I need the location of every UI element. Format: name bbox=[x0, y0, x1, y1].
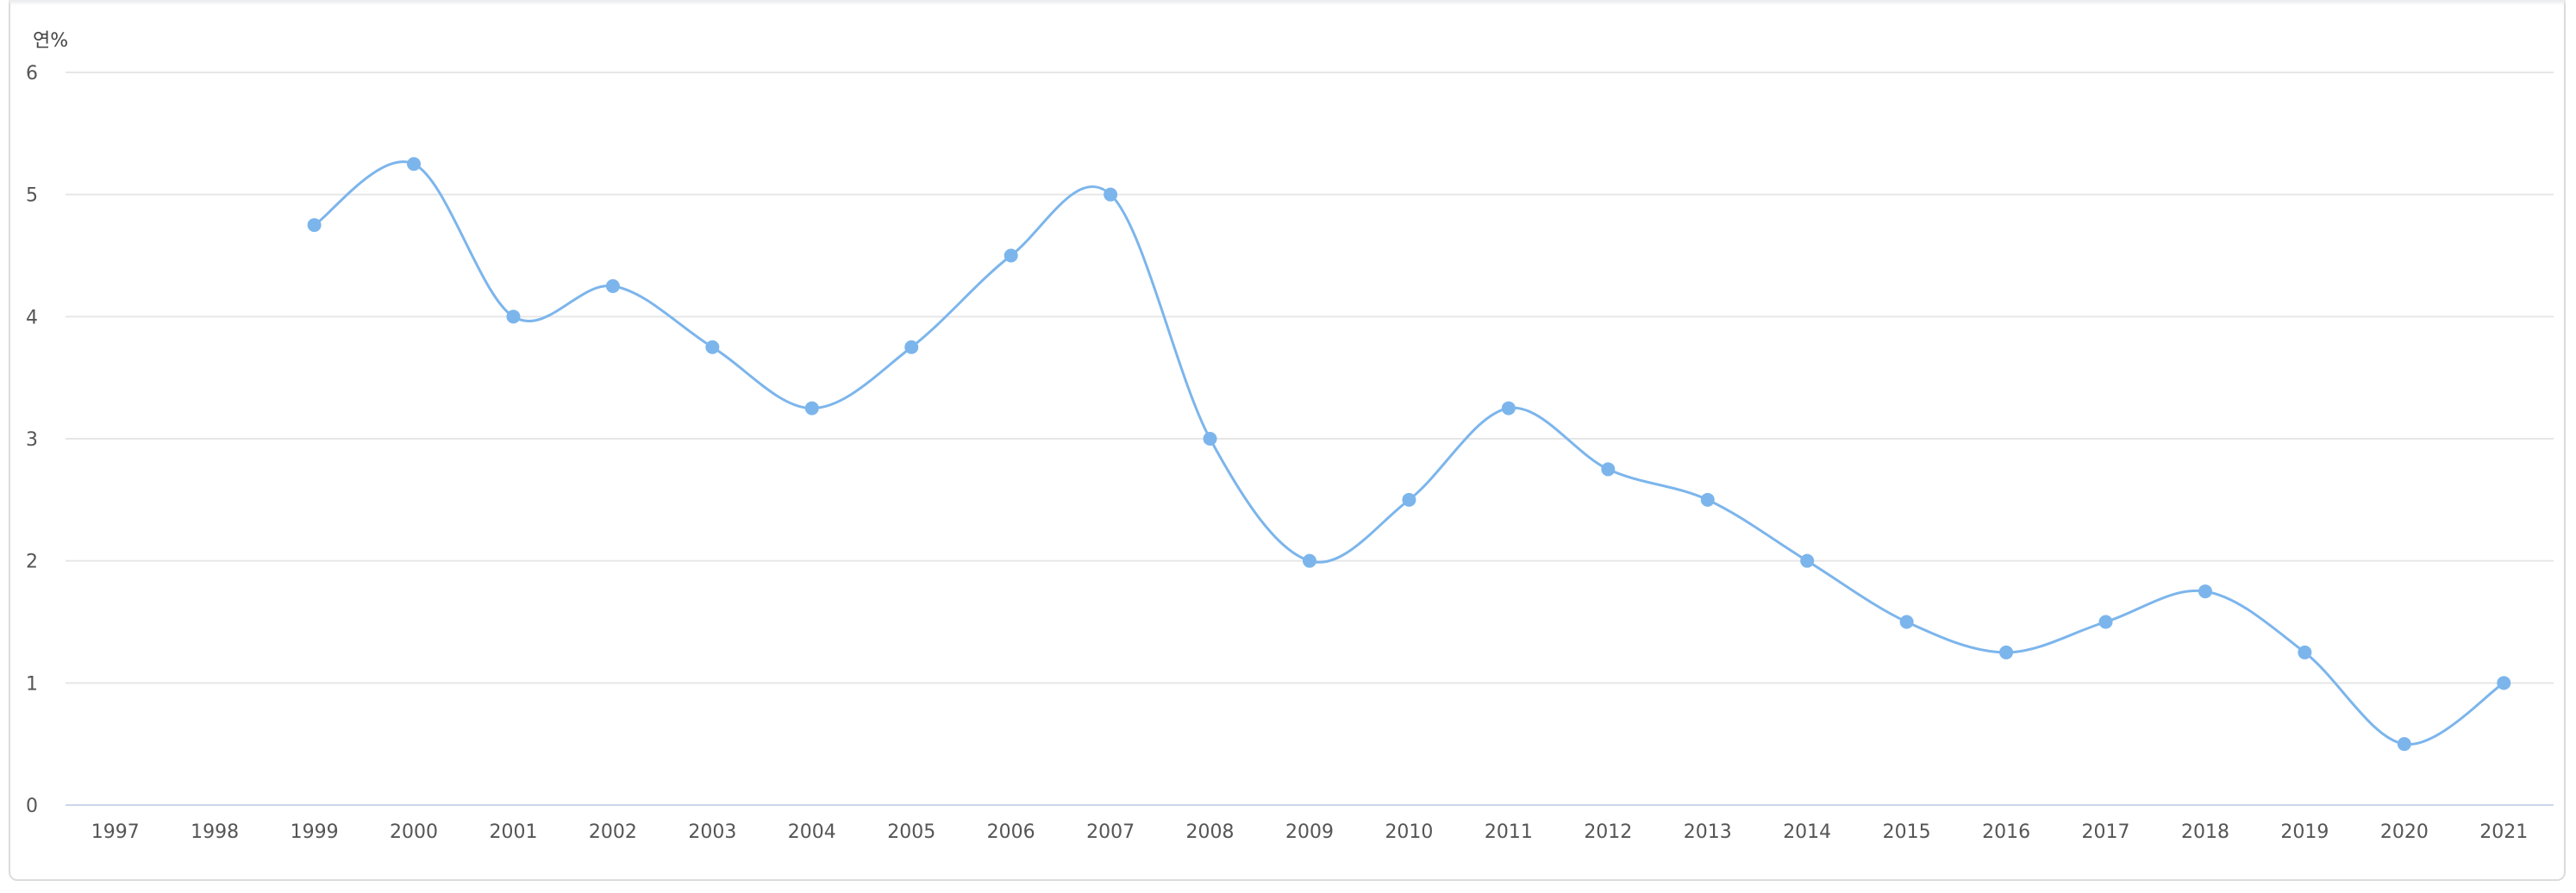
x-tick-label: 2009 bbox=[1285, 821, 1334, 843]
grid-lines bbox=[66, 72, 2554, 806]
x-tick-label: 2019 bbox=[2280, 821, 2329, 843]
data-point-2018[interactable] bbox=[2198, 584, 2212, 599]
x-tick-label: 2016 bbox=[1982, 821, 2030, 843]
data-point-2012[interactable] bbox=[1601, 462, 1616, 477]
y-tick-label: 1 bbox=[26, 673, 38, 695]
data-point-2002[interactable] bbox=[605, 278, 620, 293]
data-point-2020[interactable] bbox=[2397, 737, 2411, 752]
x-tick-label: 2011 bbox=[1485, 821, 1533, 843]
x-tick-label: 2017 bbox=[2082, 821, 2130, 843]
x-axis: 1997 1998 1999 2000 2001 2002 2003 2004 2005 2006… bbox=[91, 821, 2529, 843]
data-point-1999[interactable] bbox=[307, 218, 322, 233]
y-axis: 0 1 2 3 4 5 6 bbox=[26, 63, 38, 817]
data-point-2007[interactable] bbox=[1104, 187, 1118, 202]
data-point-2015[interactable] bbox=[1899, 615, 1914, 629]
y-unit-label: 연% bbox=[33, 30, 68, 52]
x-tick-label: 2020 bbox=[2380, 821, 2429, 843]
data-point-2011[interactable] bbox=[1501, 401, 1516, 415]
x-tick-label: 2002 bbox=[589, 821, 637, 843]
data-point-2000[interactable] bbox=[407, 157, 422, 172]
y-tick-label: 2 bbox=[26, 552, 38, 573]
x-tick-label: 2012 bbox=[1584, 821, 1632, 843]
x-tick-label: 2010 bbox=[1385, 821, 1433, 843]
data-point-2004[interactable] bbox=[804, 401, 819, 415]
series-line bbox=[313, 160, 2505, 746]
data-point-2001[interactable] bbox=[506, 309, 521, 324]
x-tick-label: 2015 bbox=[1883, 821, 1931, 843]
x-tick-label: 2006 bbox=[987, 821, 1035, 843]
y-tick-label: 5 bbox=[26, 185, 38, 207]
x-tick-label: 2000 bbox=[390, 821, 438, 843]
x-tick-label: 2008 bbox=[1186, 821, 1235, 843]
data-point-2014[interactable] bbox=[1800, 553, 1815, 568]
data-point-2006[interactable] bbox=[1004, 248, 1018, 263]
x-tick-label: 2005 bbox=[887, 821, 935, 843]
card-top-shadow bbox=[9, 0, 2566, 5]
data-point-2005[interactable] bbox=[904, 340, 919, 354]
x-tick-label: 2007 bbox=[1086, 821, 1135, 843]
x-tick-label: 2001 bbox=[489, 821, 537, 843]
y-tick-label: 0 bbox=[26, 796, 38, 817]
data-point-2016[interactable] bbox=[1999, 645, 2014, 659]
x-tick-label: 2013 bbox=[1684, 821, 1732, 843]
data-points bbox=[307, 157, 2511, 752]
x-tick-label: 1999 bbox=[291, 821, 339, 843]
data-point-2008[interactable] bbox=[1203, 432, 1217, 446]
x-tick-label: 1998 bbox=[191, 821, 239, 843]
y-tick-label: 4 bbox=[26, 307, 38, 328]
data-point-2019[interactable] bbox=[2298, 645, 2312, 659]
x-tick-label: 2003 bbox=[688, 821, 736, 843]
data-point-2009[interactable] bbox=[1303, 553, 1316, 568]
data-point-2013[interactable] bbox=[1700, 492, 1715, 507]
data-point-2021[interactable] bbox=[2497, 676, 2511, 690]
y-tick-label: 3 bbox=[26, 429, 38, 451]
y-tick-label: 6 bbox=[26, 63, 38, 84]
data-point-2010[interactable] bbox=[1402, 492, 1416, 507]
x-tick-label: 1997 bbox=[91, 821, 140, 843]
x-tick-label: 2004 bbox=[788, 821, 836, 843]
chart-card bbox=[9, 0, 2566, 881]
x-tick-label: 2021 bbox=[2479, 821, 2528, 843]
x-tick-label: 2014 bbox=[1783, 821, 1831, 843]
data-point-2017[interactable] bbox=[2098, 615, 2113, 629]
data-point-2003[interactable] bbox=[705, 340, 720, 354]
x-tick-label: 2018 bbox=[2181, 821, 2229, 843]
